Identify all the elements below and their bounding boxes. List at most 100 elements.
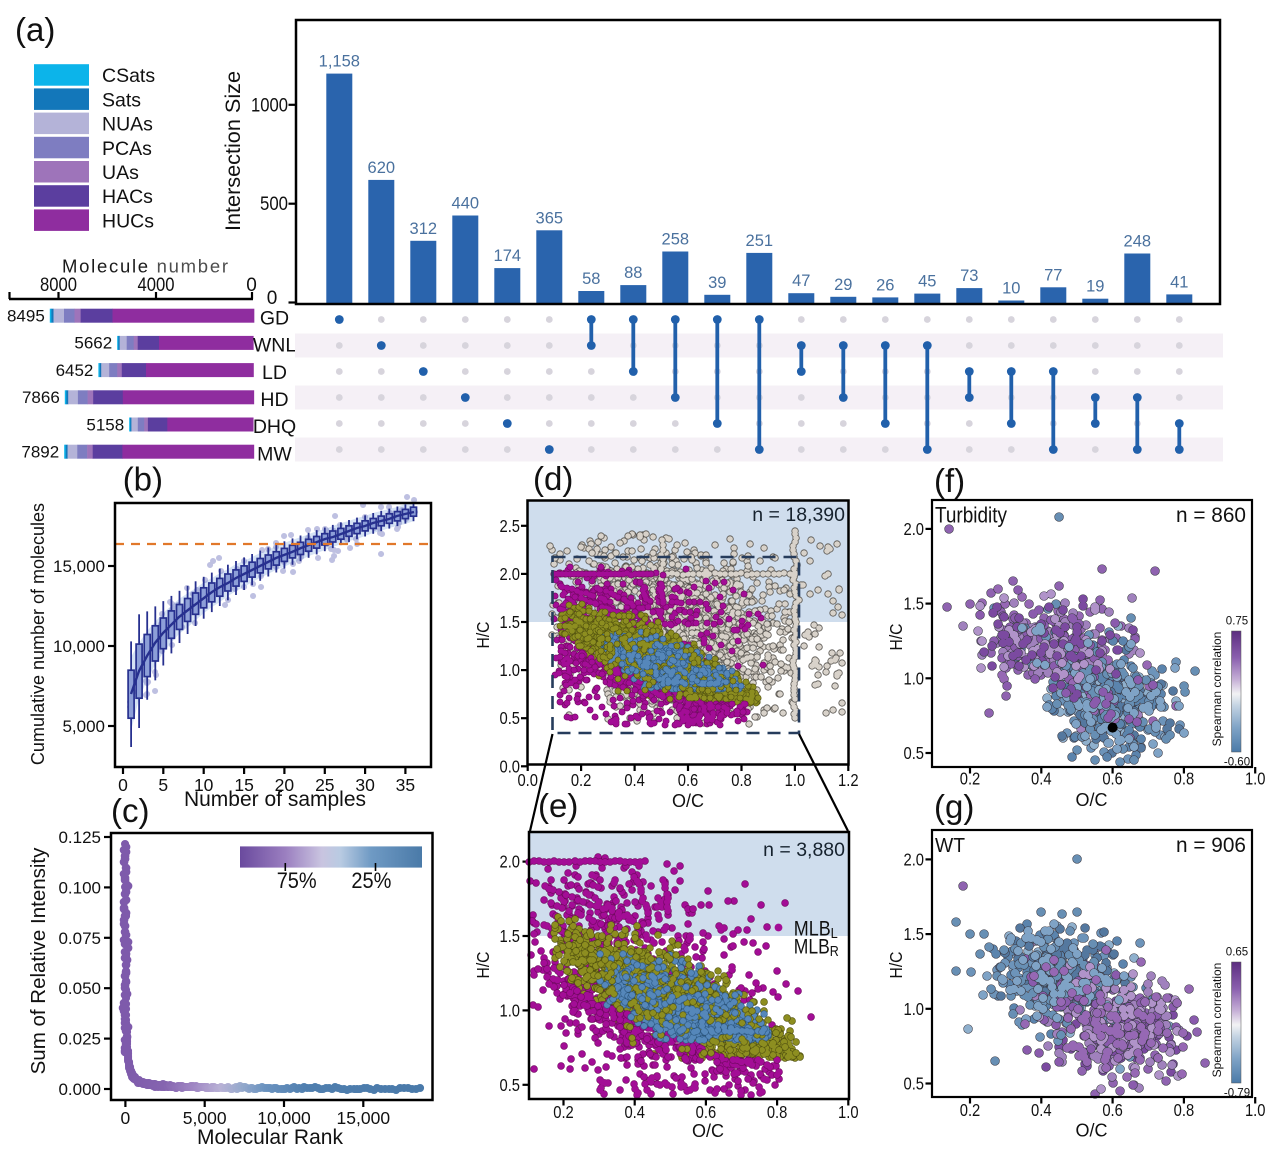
svg-text:7866: 7866 — [22, 388, 60, 407]
svg-text:Sum of Relative Intensity: Sum of Relative Intensity — [27, 847, 50, 1074]
svg-text:NUAs: NUAs — [102, 114, 153, 136]
svg-text:77: 77 — [1044, 266, 1062, 284]
svg-text:0.125: 0.125 — [58, 828, 101, 847]
svg-text:H/C: H/C — [473, 952, 493, 979]
svg-text:CSats: CSats — [102, 65, 155, 87]
svg-text:0.100: 0.100 — [58, 878, 101, 897]
svg-text:(f): (f) — [934, 462, 965, 499]
svg-text:0.2: 0.2 — [553, 1102, 574, 1122]
svg-text:2.0: 2.0 — [500, 564, 521, 584]
svg-text:(d): (d) — [533, 460, 573, 497]
svg-text:312: 312 — [410, 220, 438, 238]
svg-text:0.5: 0.5 — [500, 708, 521, 728]
svg-text:PCAs: PCAs — [102, 138, 152, 160]
svg-text:5662: 5662 — [74, 334, 112, 353]
svg-text:35: 35 — [396, 775, 415, 795]
svg-text:0.65: 0.65 — [1226, 947, 1248, 959]
svg-text:7892: 7892 — [21, 443, 59, 462]
svg-text:0.0: 0.0 — [500, 756, 521, 776]
svg-text:-0.60: -0.60 — [1224, 757, 1250, 769]
svg-text:0.2: 0.2 — [571, 770, 592, 790]
svg-text:0: 0 — [121, 1108, 131, 1128]
svg-text:1.0: 1.0 — [838, 1102, 859, 1122]
svg-text:(b): (b) — [123, 461, 163, 498]
svg-text:0.8: 0.8 — [1174, 769, 1195, 789]
svg-text:n = 3,880: n = 3,880 — [763, 839, 845, 861]
svg-text:MLBL: MLBL — [794, 918, 838, 943]
svg-text:0.2: 0.2 — [960, 1100, 981, 1120]
svg-text:1.0: 1.0 — [500, 1000, 521, 1020]
svg-text:(a): (a) — [15, 11, 55, 48]
svg-text:MW: MW — [257, 443, 292, 465]
svg-text:1,158: 1,158 — [319, 53, 360, 71]
svg-text:0.4: 0.4 — [624, 1102, 645, 1122]
svg-text:41: 41 — [1170, 273, 1188, 291]
svg-text:LD: LD — [262, 362, 287, 384]
svg-text:0.0: 0.0 — [517, 770, 538, 790]
svg-text:n = 860: n = 860 — [1176, 504, 1246, 527]
svg-text:258: 258 — [662, 231, 690, 249]
svg-text:8000: 8000 — [40, 275, 77, 296]
svg-text:0.8: 0.8 — [731, 770, 752, 790]
svg-text:88: 88 — [624, 264, 642, 282]
svg-text:251: 251 — [746, 232, 774, 250]
svg-text:26: 26 — [876, 276, 894, 294]
svg-text:440: 440 — [452, 195, 480, 213]
svg-text:2.5: 2.5 — [500, 516, 521, 536]
svg-text:2.0: 2.0 — [904, 849, 925, 869]
svg-text:WNL: WNL — [253, 335, 296, 357]
svg-text:0.050: 0.050 — [58, 979, 101, 998]
svg-text:Intersection Size: Intersection Size — [222, 71, 245, 231]
svg-text:Molecular Rank: Molecular Rank — [197, 1126, 343, 1149]
svg-text:DHQ: DHQ — [253, 416, 296, 438]
svg-text:1.5: 1.5 — [904, 594, 925, 614]
svg-text:H/C: H/C — [886, 624, 906, 651]
svg-text:73: 73 — [960, 267, 978, 285]
svg-text:0.6: 0.6 — [678, 770, 699, 790]
svg-text:O/C: O/C — [1075, 1121, 1107, 1141]
svg-text:0.4: 0.4 — [1031, 769, 1052, 789]
svg-text:15: 15 — [234, 775, 253, 795]
svg-text:Spearman correlation: Spearman correlation — [1210, 963, 1224, 1078]
svg-text:10,000: 10,000 — [257, 1108, 311, 1128]
svg-text:1.5: 1.5 — [904, 924, 925, 944]
svg-text:H/C: H/C — [473, 622, 493, 649]
svg-text:248: 248 — [1124, 233, 1152, 251]
svg-text:0: 0 — [118, 775, 128, 795]
svg-text:0.8: 0.8 — [767, 1102, 788, 1122]
svg-text:365: 365 — [536, 209, 564, 227]
svg-text:25%: 25% — [351, 868, 391, 893]
svg-text:0.4: 0.4 — [1031, 1100, 1052, 1120]
svg-text:19: 19 — [1086, 278, 1104, 296]
svg-text:5,000: 5,000 — [62, 717, 105, 736]
svg-text:0.5: 0.5 — [500, 1075, 521, 1095]
svg-text:n = 18,390: n = 18,390 — [752, 504, 845, 526]
svg-text:1.2: 1.2 — [838, 770, 859, 790]
svg-text:0.6: 0.6 — [1102, 769, 1123, 789]
svg-text:Cumulative number of molecules: Cumulative number of molecules — [28, 503, 48, 765]
svg-text:0.75: 0.75 — [1226, 616, 1248, 628]
svg-text:5158: 5158 — [86, 415, 124, 434]
svg-text:0.025: 0.025 — [58, 1030, 101, 1049]
svg-text:29: 29 — [834, 276, 852, 294]
svg-text:2.0: 2.0 — [500, 852, 521, 872]
svg-text:GD: GD — [260, 307, 289, 329]
svg-text:75%: 75% — [277, 868, 317, 893]
svg-text:15,000: 15,000 — [53, 557, 105, 576]
svg-text:5,000: 5,000 — [183, 1108, 227, 1128]
svg-text:O/C: O/C — [1075, 790, 1107, 810]
svg-text:1.0: 1.0 — [1245, 769, 1266, 789]
svg-text:1.0: 1.0 — [785, 770, 806, 790]
svg-text:1.0: 1.0 — [904, 668, 925, 688]
svg-text:8495: 8495 — [7, 307, 45, 326]
svg-text:O/C: O/C — [692, 1121, 724, 1141]
svg-text:0.075: 0.075 — [58, 929, 101, 948]
svg-text:0.8: 0.8 — [1174, 1100, 1195, 1120]
svg-text:UAs: UAs — [102, 162, 139, 184]
svg-text:25: 25 — [315, 775, 334, 795]
svg-text:-0.79: -0.79 — [1224, 1088, 1250, 1100]
svg-text:620: 620 — [368, 159, 396, 177]
svg-text:10,000: 10,000 — [53, 637, 105, 656]
svg-text:10: 10 — [194, 775, 214, 795]
svg-text:0.4: 0.4 — [624, 770, 645, 790]
